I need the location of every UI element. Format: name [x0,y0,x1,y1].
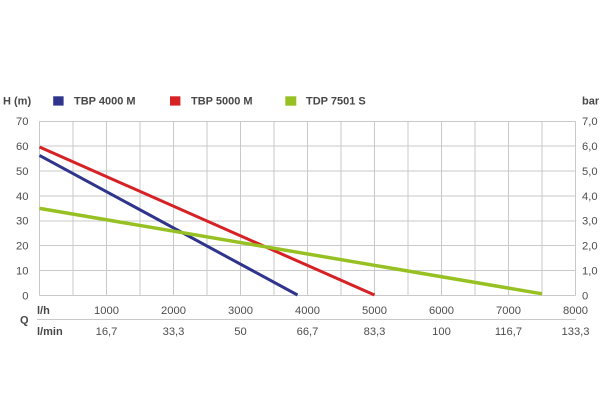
svg-text:6,0: 6,0 [582,141,598,153]
svg-text:40: 40 [16,191,28,203]
svg-text:H (m): H (m) [3,96,31,108]
svg-text:16,7: 16,7 [96,326,118,338]
svg-text:33,3: 33,3 [163,326,185,338]
svg-text:5,0: 5,0 [582,166,598,178]
svg-text:4000: 4000 [295,305,320,317]
svg-text:50: 50 [234,326,246,338]
svg-text:8000: 8000 [563,305,588,317]
svg-text:0: 0 [22,290,28,302]
svg-text:50: 50 [16,166,28,178]
svg-text:100: 100 [432,326,451,338]
svg-text:Q: Q [20,315,29,327]
svg-text:60: 60 [16,141,28,153]
svg-text:133,3: 133,3 [562,326,590,338]
svg-text:bar: bar [582,96,600,108]
svg-text:66,7: 66,7 [297,326,319,338]
svg-text:2,0: 2,0 [582,241,598,253]
svg-text:7000: 7000 [496,305,521,317]
svg-text:70: 70 [16,116,28,128]
svg-text:5000: 5000 [362,305,387,317]
svg-text:1000: 1000 [94,305,119,317]
svg-text:116,7: 116,7 [495,326,522,338]
svg-text:l/min: l/min [37,326,63,338]
svg-text:TBP 5000 M: TBP 5000 M [191,96,253,108]
svg-text:30: 30 [16,216,28,228]
svg-text:TBP 4000 M: TBP 4000 M [74,96,136,108]
svg-text:7,0: 7,0 [582,116,598,128]
svg-text:83,3: 83,3 [364,326,386,338]
svg-text:6000: 6000 [429,305,454,317]
svg-text:2000: 2000 [161,305,186,317]
svg-text:TDP 7501 S: TDP 7501 S [306,96,366,108]
svg-text:3,0: 3,0 [582,216,598,228]
svg-text:20: 20 [16,241,28,253]
svg-text:0: 0 [582,290,588,302]
svg-text:4,0: 4,0 [582,191,598,203]
svg-text:1,0: 1,0 [582,265,598,277]
svg-text:3000: 3000 [228,305,253,317]
svg-text:l/h: l/h [37,305,50,317]
svg-text:10: 10 [16,265,28,277]
